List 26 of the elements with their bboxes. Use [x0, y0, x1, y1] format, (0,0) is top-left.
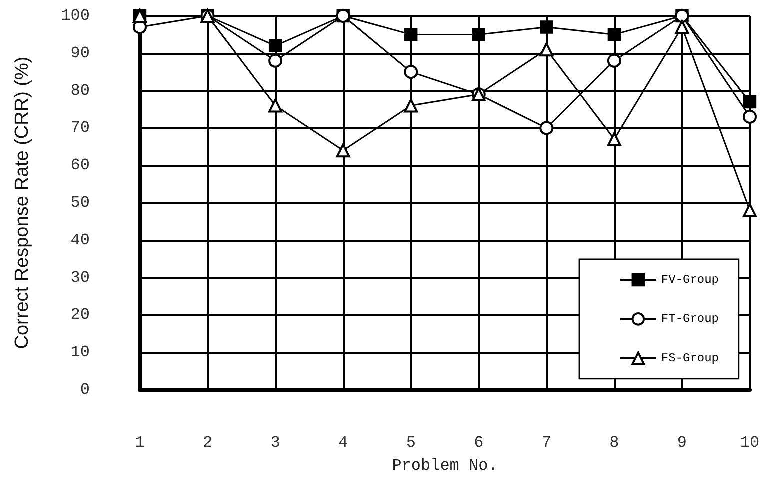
x-axis-title: Problem No. — [392, 457, 498, 475]
y-tick-label: 80 — [70, 82, 90, 100]
y-tick-label: 20 — [70, 306, 90, 324]
legend-label: FS-Group — [661, 351, 719, 366]
y-tick-label: 70 — [70, 119, 90, 138]
legend-label: FV-Group — [661, 273, 719, 287]
x-tick-label: 3 — [270, 434, 280, 452]
x-tick-label: 2 — [202, 434, 213, 452]
y-axis-title: Correct Response Rate (CRR) (%) — [12, 56, 33, 350]
x-tick-label: 9 — [677, 434, 688, 452]
y-tick-label: 60 — [70, 156, 90, 175]
x-tick-label: 1 — [135, 434, 145, 452]
x-tick-label: 5 — [406, 434, 416, 452]
y-tick-label: 100 — [61, 7, 90, 25]
legend-label: FT-Group — [661, 312, 719, 326]
x-tick-label: 6 — [474, 434, 484, 452]
y-tick-label: 40 — [70, 231, 90, 250]
y-tick-label: 30 — [70, 268, 90, 287]
y-tick-label: 50 — [70, 194, 90, 212]
x-tick-label: 4 — [338, 434, 348, 452]
x-tick-label: 8 — [610, 434, 620, 452]
y-tick-label: 10 — [70, 344, 90, 362]
y-tick-label: 90 — [70, 44, 90, 62]
x-tick-label: 7 — [542, 434, 552, 452]
y-tick-label: 0 — [80, 381, 90, 399]
x-tick-label: 10 — [740, 434, 760, 452]
